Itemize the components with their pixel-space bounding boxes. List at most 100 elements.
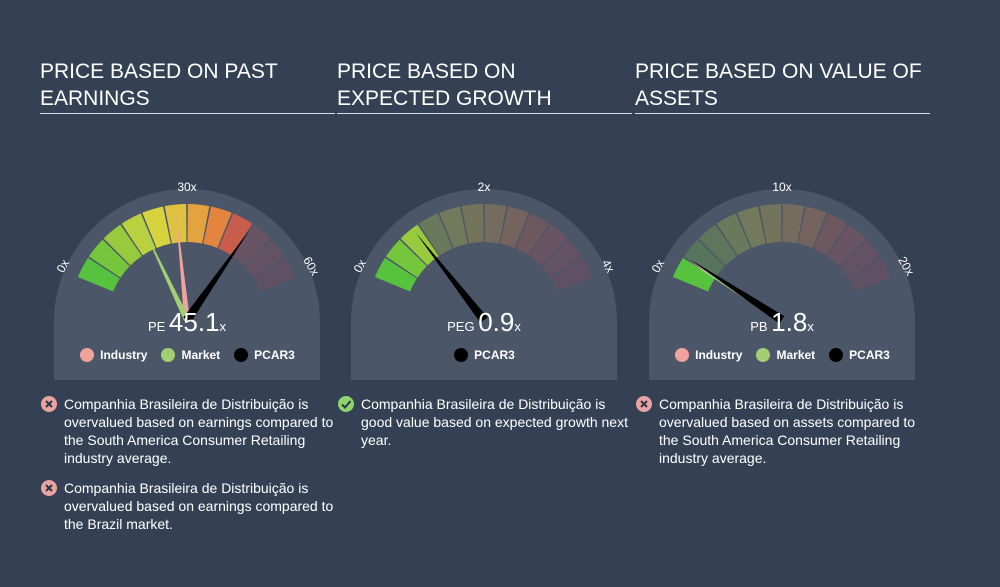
gauge-segment <box>839 239 881 278</box>
metric-value: 0.9 <box>478 307 514 337</box>
panel-expected-growth: PRICE BASED ON EXPECTED GROWTH 0x 2x 4x PEG… <box>337 0 632 587</box>
note-row: Companhia Brasileira de Distribuição is … <box>40 479 335 533</box>
metric-label: PEG <box>447 319 478 334</box>
metric-label: PB <box>750 319 771 334</box>
scale-min-label: 0x <box>351 257 369 275</box>
company-needle <box>689 258 785 324</box>
gauge-segment <box>187 204 210 244</box>
gauge-body <box>649 189 915 380</box>
gauge-segment <box>461 204 484 244</box>
check-icon <box>338 396 354 412</box>
gauge-segment <box>782 204 805 244</box>
metric-value: 45.1 <box>169 307 220 337</box>
cross-icon <box>41 480 57 496</box>
legend-dot <box>829 348 844 362</box>
gauge-segment <box>400 224 439 266</box>
legend-dot <box>161 348 176 362</box>
scale-max-label: 4x <box>599 257 617 275</box>
legend-dot <box>675 348 690 362</box>
gauge-segment <box>385 239 427 278</box>
cross-icon <box>636 396 652 412</box>
panel-title: PRICE BASED ON EXPECTED GROWTH <box>337 58 632 114</box>
legend-label: Market <box>181 348 221 362</box>
peg-gauge: 0x 2x 4x PEG 0.9x <box>351 180 617 380</box>
gauge-segment <box>683 239 725 278</box>
gauge-segment <box>541 239 583 278</box>
gauge-segment <box>164 204 187 244</box>
legend-item-industry: Industry <box>675 346 742 364</box>
gauge-segment <box>484 204 507 244</box>
legend-dot <box>80 348 95 362</box>
legend-label: PCAR3 <box>254 348 295 362</box>
company-needle <box>183 229 250 323</box>
gauge-segment <box>515 213 550 256</box>
gauge-legend: Industry Market PCAR3 <box>40 346 335 364</box>
cross-icon <box>41 396 57 412</box>
gauge-segment <box>759 204 782 244</box>
metric-unit: x <box>220 319 227 334</box>
legend-item-pcar3: PCAR3 <box>829 346 890 364</box>
gauge-segment <box>374 257 417 292</box>
legend-item-pcar3: PCAR3 <box>454 346 515 364</box>
note-row: Companhia Brasileira de Distribuição is … <box>40 395 335 467</box>
metric-unit: x <box>514 319 521 334</box>
valuation-notes: Companhia Brasileira de Distribuição is … <box>337 395 632 461</box>
panel-title: PRICE BASED ON VALUE OF ASSETS <box>635 58 930 114</box>
gauge-segment <box>77 257 120 292</box>
company-needle <box>415 233 488 323</box>
gauge-legend: Industry Market PCAR3 <box>635 346 930 364</box>
gauge-segment <box>672 257 715 292</box>
note-text: Companhia Brasileira de Distribuição is … <box>361 396 628 448</box>
legend-item-market: Market <box>756 346 815 364</box>
gauge-segment <box>529 224 568 266</box>
gauge-segment <box>698 224 737 266</box>
legend-dot <box>234 348 249 362</box>
legend-item-pcar3: PCAR3 <box>234 346 295 364</box>
gauge-segment <box>849 257 892 292</box>
gauge-segment <box>737 206 766 248</box>
note-text: Companhia Brasileira de Distribuição is … <box>64 396 334 466</box>
gauge-segment <box>88 239 130 278</box>
legend-label: Market <box>776 348 816 362</box>
gauge-segment <box>439 206 468 248</box>
gauge-segment <box>254 257 297 292</box>
note-row: Companhia Brasileira de Distribuição is … <box>337 395 632 449</box>
legend-dot <box>756 348 771 362</box>
panel-title: PRICE BASED ON PAST EARNINGS <box>40 58 335 114</box>
scale-mid-label: 10x <box>772 180 791 194</box>
gauge-value-readout: PE 45.1x <box>148 307 227 337</box>
gauge-segment <box>244 239 286 278</box>
gauge-segment <box>827 224 866 266</box>
legend-item-market: Market <box>161 346 220 364</box>
legend-item-industry: Industry <box>80 346 147 364</box>
metric-value: 1.8 <box>771 307 807 337</box>
gauge-segment <box>798 206 827 248</box>
gauge-segment <box>716 213 751 256</box>
legend-dot <box>454 348 469 362</box>
gauge-segment <box>418 213 453 256</box>
panel-value-of-assets: PRICE BASED ON VALUE OF ASSETS 0x 10x 20x P… <box>635 0 930 587</box>
metric-label: PE <box>148 319 169 334</box>
scale-mid-label: 30x <box>177 180 196 194</box>
gauge-value-readout: PB 1.8x <box>750 307 814 337</box>
legend-label: PCAR3 <box>474 348 515 362</box>
gauge-segment <box>218 213 253 256</box>
gauge-segment <box>813 213 848 256</box>
scale-min-label: 0x <box>649 257 667 275</box>
industry-needle <box>175 210 190 321</box>
gauge-legend: PCAR3 <box>337 346 632 364</box>
note-text: Companhia Brasileira de Distribuição is … <box>659 396 916 466</box>
gauge-segment <box>232 224 271 266</box>
valuation-notes: Companhia Brasileira de Distribuição is … <box>40 395 335 545</box>
metric-unit: x <box>807 319 814 334</box>
legend-label: Industry <box>695 348 743 362</box>
note-row: Companhia Brasileira de Distribuição is … <box>635 395 930 467</box>
valuation-notes: Companhia Brasileira de Distribuição is … <box>635 395 930 479</box>
gauge-segment <box>103 224 142 266</box>
panel-past-earnings: PRICE BASED ON PAST EARNINGS 0x 30x 60x PE … <box>40 0 335 587</box>
market-needle <box>139 220 190 322</box>
note-text: Companhia Brasileira de Distribuição is … <box>64 480 334 532</box>
gauge-segment <box>551 257 594 292</box>
